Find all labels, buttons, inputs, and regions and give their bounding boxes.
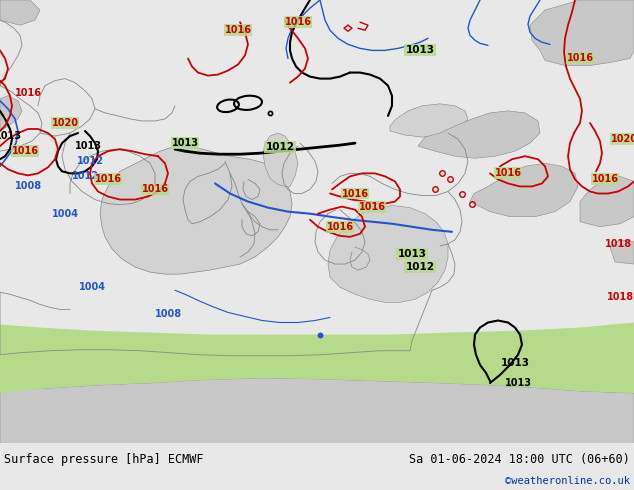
Polygon shape	[100, 146, 292, 274]
Text: 1016: 1016	[224, 25, 252, 35]
Text: 1016: 1016	[11, 146, 39, 156]
Text: 1013: 1013	[75, 141, 101, 151]
Text: 1016: 1016	[567, 53, 593, 63]
Text: 1013: 1013	[0, 131, 22, 141]
Polygon shape	[0, 322, 634, 393]
Polygon shape	[390, 104, 468, 137]
Text: 1020: 1020	[611, 134, 634, 144]
Text: 1012: 1012	[77, 156, 103, 166]
Text: 1016: 1016	[592, 174, 619, 184]
Text: 1016: 1016	[94, 174, 122, 184]
Text: Sa 01-06-2024 18:00 UTC (06+60): Sa 01-06-2024 18:00 UTC (06+60)	[409, 453, 630, 466]
Text: 1018: 1018	[607, 293, 633, 302]
Text: 1016: 1016	[495, 169, 522, 178]
Text: 1004: 1004	[51, 209, 79, 219]
Text: 1008: 1008	[15, 181, 42, 192]
Text: 1012: 1012	[406, 262, 434, 272]
Text: Surface pressure [hPa] ECMWF: Surface pressure [hPa] ECMWF	[4, 453, 204, 466]
Text: 1018: 1018	[604, 239, 631, 249]
Polygon shape	[530, 0, 634, 66]
Polygon shape	[328, 206, 448, 302]
Text: 1016: 1016	[358, 201, 385, 212]
Text: 1013: 1013	[172, 138, 198, 148]
Text: 1016: 1016	[141, 184, 169, 195]
Text: ©weatheronline.co.uk: ©weatheronline.co.uk	[505, 476, 630, 486]
Polygon shape	[370, 210, 440, 262]
Text: 1012: 1012	[266, 142, 295, 152]
Text: 1012: 1012	[72, 172, 98, 181]
Text: 1013: 1013	[406, 46, 434, 55]
Text: 1016: 1016	[342, 189, 368, 198]
Text: 1013: 1013	[505, 378, 531, 388]
Text: 1008: 1008	[155, 310, 181, 319]
Text: 1016: 1016	[15, 88, 41, 98]
Text: 1020: 1020	[51, 118, 79, 128]
Text: 1004: 1004	[79, 282, 105, 292]
Polygon shape	[0, 96, 22, 131]
Polygon shape	[610, 240, 634, 264]
Text: 1016: 1016	[285, 17, 311, 27]
Polygon shape	[418, 111, 540, 158]
Text: 1013: 1013	[500, 358, 529, 368]
Polygon shape	[0, 378, 634, 443]
Polygon shape	[470, 163, 578, 217]
Polygon shape	[0, 0, 40, 25]
Text: 1013: 1013	[398, 249, 427, 259]
Text: 1016: 1016	[327, 222, 354, 232]
Polygon shape	[263, 133, 298, 187]
Polygon shape	[580, 176, 634, 227]
